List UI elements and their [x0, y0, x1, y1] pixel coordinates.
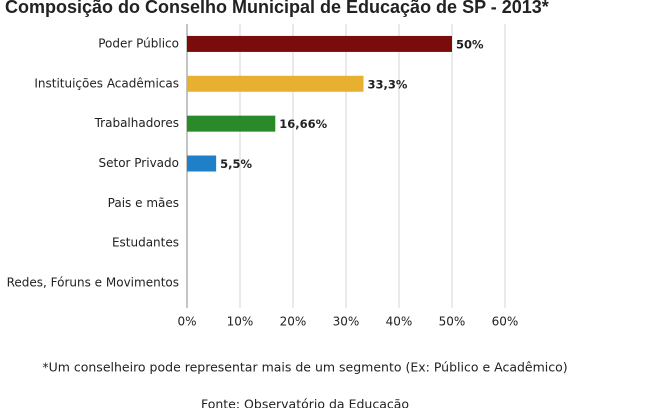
x-tick-label: 60%	[492, 315, 519, 329]
x-tick-label: 0%	[177, 315, 196, 329]
value-label: 50%	[456, 37, 484, 51]
y-tick-label: Instituições Acadêmicas	[34, 76, 179, 90]
bar	[187, 115, 276, 132]
y-tick-label: Setor Privado	[98, 156, 179, 170]
value-label: 5,5%	[220, 157, 252, 171]
x-tick-label: 50%	[439, 315, 466, 329]
bar	[187, 155, 217, 172]
y-tick-label: Pais e mães	[108, 196, 179, 210]
x-tick-label: 10%	[227, 315, 254, 329]
x-tick-label: 30%	[333, 315, 360, 329]
x-tick-label: 20%	[280, 315, 307, 329]
y-tick-label: Redes, Fóruns e Movimentos	[7, 276, 179, 290]
y-tick-label: Estudantes	[112, 236, 179, 250]
chart-title: Composição do Conselho Municipal de Educ…	[5, 0, 549, 17]
bar	[187, 75, 364, 92]
value-label: 33,3%	[367, 77, 407, 91]
footnote: *Um conselheiro pode representar mais de…	[42, 360, 567, 375]
value-label: 16,66%	[279, 117, 327, 131]
y-tick-label: Poder Público	[98, 36, 179, 50]
bar	[187, 35, 452, 52]
x-tick-label: 40%	[386, 315, 413, 329]
y-tick-label: Trabalhadores	[94, 116, 179, 130]
source: Fonte: Observatório da Educação	[201, 397, 409, 408]
